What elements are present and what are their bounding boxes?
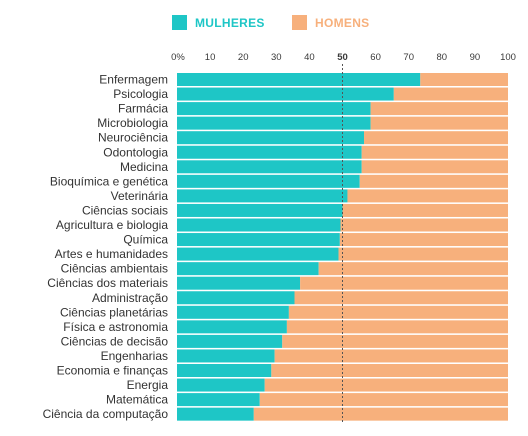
bar-mulheres	[177, 291, 295, 305]
bar-mulheres	[177, 87, 394, 101]
category-label: Bioquímica e genética	[50, 174, 168, 188]
bar-homens	[271, 364, 508, 377]
legend-label-men: HOMENS	[315, 16, 369, 30]
bar-homens	[253, 407, 508, 421]
category-label: Neurociência	[98, 131, 168, 145]
x-tick-label: 40	[304, 52, 315, 63]
bar-mulheres	[177, 407, 254, 421]
legend: MULHERES HOMENS	[172, 15, 369, 30]
legend-label-women: MULHERES	[195, 16, 265, 30]
category-label: Física e astronomia	[63, 320, 168, 334]
bar-homens	[274, 349, 508, 363]
legend-swatch-men	[292, 15, 307, 30]
x-tick-label: 90	[470, 52, 481, 63]
category-label: Artes e humanidades	[55, 247, 168, 261]
x-tick-label: 50	[337, 52, 348, 63]
category-label: Microbiologia	[97, 116, 168, 130]
bar-homens	[342, 203, 508, 217]
bar-mulheres	[177, 218, 341, 232]
category-label: Ciências dos materiais	[47, 276, 168, 290]
bar-homens	[420, 73, 508, 86]
bar-mulheres	[177, 73, 421, 86]
category-label: Administração	[92, 291, 168, 305]
bar-homens	[364, 131, 508, 145]
category-label: Psicologia	[113, 87, 168, 101]
x-tick-label: 0%	[171, 52, 185, 63]
bar-mulheres	[177, 364, 272, 377]
bar-homens	[339, 233, 508, 247]
category-label: Ciências ambientais	[61, 262, 168, 276]
x-tick-label: 10	[205, 52, 216, 63]
category-label: Ciências de decisão	[61, 334, 169, 348]
category-label: Medicina	[120, 160, 168, 174]
category-label: Engenharias	[101, 349, 168, 363]
bar-homens	[286, 320, 508, 334]
bar-homens	[370, 116, 508, 130]
bar-mulheres	[177, 102, 371, 116]
bar-mulheres	[177, 174, 360, 188]
bar-homens	[361, 145, 508, 159]
x-tick-label: 80	[437, 52, 448, 63]
category-label: Enfermagem	[99, 73, 168, 87]
bar-mulheres	[177, 334, 283, 348]
bar-homens	[318, 262, 508, 276]
category-label: Ciência da computação	[43, 407, 169, 421]
x-axis-ticks: 0% 10 20 30 40 50 60 70 80 90 100	[171, 52, 516, 63]
bar-mulheres	[177, 378, 265, 392]
bar-homens	[294, 291, 508, 305]
category-label: Matemática	[106, 393, 168, 407]
bar-mulheres	[177, 247, 339, 261]
legend-swatch-women	[172, 15, 187, 30]
category-label: Farmácia	[118, 102, 168, 116]
category-label: Química	[123, 233, 168, 247]
bar-homens	[300, 276, 508, 290]
bar-mulheres	[177, 203, 343, 217]
bar-mulheres	[177, 160, 362, 174]
bar-mulheres	[177, 145, 362, 159]
bar-homens	[359, 174, 508, 188]
bar-homens	[347, 189, 508, 203]
category-label: Economia e finanças	[57, 364, 168, 378]
category-label: Veterinária	[111, 189, 169, 203]
bar-homens	[340, 218, 508, 232]
bar-homens	[264, 378, 508, 392]
bar-mulheres	[177, 189, 348, 203]
bar-mulheres	[177, 305, 289, 319]
bar-homens	[288, 305, 508, 319]
bar-mulheres	[177, 320, 287, 334]
bar-mulheres	[177, 116, 371, 130]
category-label: Energia	[127, 378, 169, 392]
bars	[177, 73, 508, 421]
bar-mulheres	[177, 262, 319, 276]
bar-mulheres	[177, 233, 340, 247]
x-tick-label: 70	[403, 52, 414, 63]
bar-homens	[259, 393, 508, 407]
bar-homens	[370, 102, 508, 116]
category-label: Ciências planetárias	[60, 305, 168, 319]
bar-mulheres	[177, 349, 275, 363]
bar-mulheres	[177, 393, 260, 407]
category-labels: EnfermagemPsicologiaFarmáciaMicrobiologi…	[43, 73, 169, 422]
x-tick-label: 60	[370, 52, 381, 63]
bar-mulheres	[177, 276, 301, 290]
x-tick-label: 100	[500, 52, 516, 63]
bar-homens	[393, 87, 508, 101]
bar-homens	[338, 247, 508, 261]
category-label: Agricultura e biologia	[56, 218, 168, 232]
x-tick-label: 30	[271, 52, 282, 63]
category-label: Ciências sociais	[82, 203, 168, 217]
category-label: Odontologia	[103, 145, 168, 159]
bar-homens	[282, 334, 508, 348]
bar-homens	[361, 160, 508, 174]
bar-mulheres	[177, 131, 365, 145]
x-tick-label: 20	[238, 52, 249, 63]
